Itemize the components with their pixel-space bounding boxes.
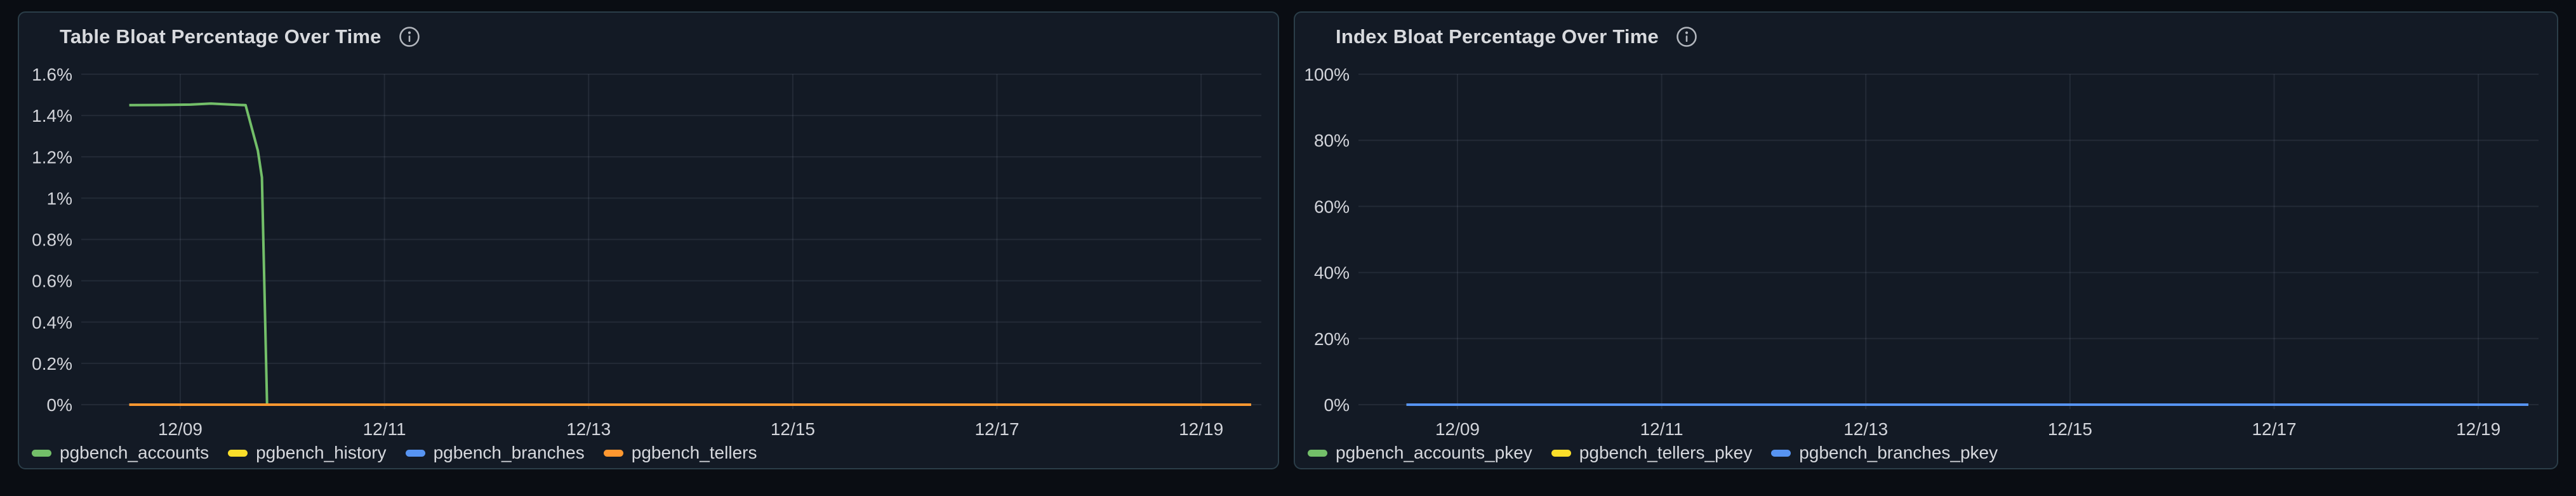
legend-label: pgbench_branches <box>433 443 585 462</box>
legend-label: pgbench_branches_pkey <box>1799 443 1998 462</box>
y-tick-label: 80% <box>1314 131 1350 150</box>
legend-swatch <box>603 449 623 457</box>
legend-swatch <box>1771 449 1791 457</box>
legend-item-pgbench-tellers-pkey[interactable]: pgbench_tellers_pkey <box>1551 443 1752 463</box>
y-tick-label: 40% <box>1314 263 1350 283</box>
x-tick-label: 12/09 <box>1435 419 1480 439</box>
y-tick-label: 0.2% <box>32 354 72 374</box>
x-tick-label: 12/19 <box>2456 419 2500 439</box>
y-tick-label: 0% <box>1324 395 1350 415</box>
y-tick-label: 0% <box>47 395 72 415</box>
panel-table-bloat: Table Bloat Percentage Over Time 0% 0.2% 0… <box>18 11 1279 469</box>
info-icon[interactable] <box>1675 25 1698 48</box>
y-tick-label: 1.6% <box>32 65 72 84</box>
legend-item-pgbench-accounts[interactable]: pgbench_accounts <box>32 443 209 463</box>
y-tick-label: 1.2% <box>32 147 72 167</box>
legend-swatch <box>1308 449 1327 457</box>
y-tick-label: 60% <box>1314 197 1350 216</box>
panel-title[interactable]: Index Bloat Percentage Over Time <box>1336 25 1659 48</box>
y-tick-label: 0.6% <box>32 271 72 291</box>
x-tick-label: 12/19 <box>1179 419 1223 439</box>
x-tick-label: 12/11 <box>363 419 406 439</box>
panel-header: Index Bloat Percentage Over Time <box>1336 24 1698 49</box>
chart-legend: pgbench_accounts_pkey pgbench_tellers_pk… <box>1308 441 1998 464</box>
y-tick-label: 0.8% <box>32 230 72 250</box>
legend-label: pgbench_accounts_pkey <box>1336 443 1532 462</box>
panel-index-bloat: Index Bloat Percentage Over Time 0% 20% 40… <box>1294 11 2558 469</box>
legend-item-pgbench-accounts-pkey[interactable]: pgbench_accounts_pkey <box>1308 443 1532 463</box>
chart-plot-area[interactable]: 0% 0.2% 0.4% 0.6% 0.8% 1% 1.2% 1.4% 1.6% 12/09 12/… <box>19 13 1278 468</box>
y-tick-label: 20% <box>1314 329 1350 349</box>
x-tick-label: 12/13 <box>566 419 611 439</box>
y-tick-label: 0.4% <box>32 313 72 332</box>
x-tick-label: 12/17 <box>2252 419 2296 439</box>
legend-item-pgbench-branches[interactable]: pgbench_branches <box>405 443 585 463</box>
legend-swatch <box>1551 449 1571 457</box>
legend-label: pgbench_tellers <box>631 443 757 462</box>
legend-swatch <box>32 449 51 457</box>
x-tick-label: 12/15 <box>2048 419 2092 439</box>
panel-header: Table Bloat Percentage Over Time <box>60 24 421 49</box>
legend-item-pgbench-tellers[interactable]: pgbench_tellers <box>603 443 757 463</box>
legend-label: pgbench_accounts <box>60 443 209 462</box>
legend-swatch <box>228 449 248 457</box>
legend-label: pgbench_history <box>256 443 387 462</box>
legend-item-pgbench-branches-pkey[interactable]: pgbench_branches_pkey <box>1771 443 1998 463</box>
panel-title[interactable]: Table Bloat Percentage Over Time <box>60 25 382 48</box>
info-icon[interactable] <box>398 25 421 48</box>
x-tick-label: 12/13 <box>1843 419 1888 439</box>
y-tick-label: 1.4% <box>32 106 72 126</box>
x-tick-label: 12/11 <box>1640 419 1683 439</box>
series-pgbench_accounts <box>129 102 1251 406</box>
x-tick-label: 12/15 <box>771 419 815 439</box>
y-tick-label: 1% <box>47 188 72 208</box>
chart-plot-area[interactable]: 0% 20% 40% 60% 80% 100% 12/09 12/11 12/13 12/15 12… <box>1295 13 2557 468</box>
chart-legend: pgbench_accounts pgbench_history pgbench… <box>32 441 757 464</box>
x-tick-label: 12/17 <box>974 419 1019 439</box>
legend-item-pgbench-history[interactable]: pgbench_history <box>228 443 387 463</box>
legend-swatch <box>405 449 425 457</box>
x-tick-label: 12/09 <box>158 419 202 439</box>
legend-label: pgbench_tellers_pkey <box>1579 443 1753 462</box>
y-tick-label: 100% <box>1304 65 1350 84</box>
